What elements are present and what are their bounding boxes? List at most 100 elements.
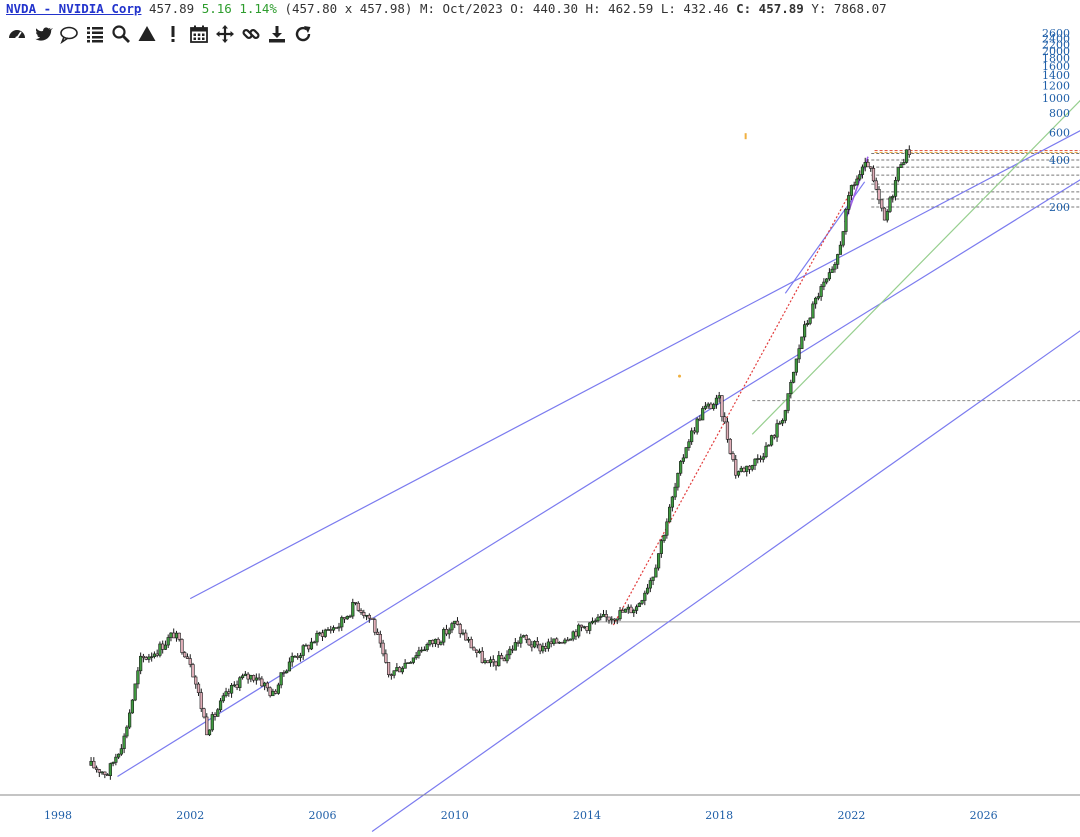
candle-up <box>128 712 132 728</box>
candle-up <box>659 540 663 554</box>
candle-up <box>139 655 143 672</box>
candle-up <box>119 748 123 755</box>
candle-down <box>398 667 402 673</box>
list-icon[interactable] <box>84 22 106 46</box>
candle-up <box>618 610 622 620</box>
candle-up <box>552 638 556 645</box>
candle-down <box>386 662 391 675</box>
candle-down <box>191 664 195 678</box>
candle-down <box>257 677 261 680</box>
candle-down <box>621 610 625 613</box>
candle-up <box>841 231 845 246</box>
candle-up <box>645 587 650 594</box>
download-icon[interactable] <box>266 22 288 46</box>
link-icon[interactable] <box>240 22 262 46</box>
candle-down <box>524 635 528 640</box>
x-tick-label: 1998 <box>44 809 72 822</box>
candle-up <box>505 654 509 662</box>
twitter-icon[interactable] <box>32 22 54 46</box>
candle-up <box>778 422 782 425</box>
candle-down <box>329 629 333 631</box>
candle-up <box>420 649 424 652</box>
candle-up <box>712 404 716 409</box>
candle-up <box>582 626 586 628</box>
candle-up <box>207 729 212 736</box>
candle-up <box>229 685 234 694</box>
candle-down <box>334 627 338 629</box>
candle-up <box>761 456 765 460</box>
candle-down <box>367 614 371 619</box>
candle-up <box>477 650 482 654</box>
candle-down <box>185 656 190 659</box>
candle-up <box>114 756 118 763</box>
candle-up <box>791 371 796 383</box>
move-icon[interactable] <box>214 22 236 46</box>
candle-up <box>533 641 537 648</box>
candle-up <box>224 691 228 697</box>
y-tick-label: 600 <box>1049 127 1070 140</box>
candle-up <box>811 303 815 319</box>
candle-down <box>375 631 380 635</box>
x-tick-label: 2014 <box>573 809 601 822</box>
candle-down <box>161 643 165 650</box>
candle-up <box>395 667 399 672</box>
candle-up <box>736 471 741 476</box>
candle-down <box>373 619 377 633</box>
candle-up <box>125 726 129 737</box>
candle-down <box>172 632 176 639</box>
candle-down <box>464 632 468 641</box>
symbol-link[interactable]: NVDA - NVIDIA Corp <box>6 1 142 16</box>
candle-up <box>714 397 719 405</box>
candle-up <box>425 644 429 651</box>
candle-up <box>838 244 843 255</box>
candle-up <box>392 670 396 676</box>
candle-up <box>780 420 785 424</box>
refresh-icon[interactable] <box>292 22 314 46</box>
candle-up <box>786 393 790 411</box>
triangle-icon[interactable] <box>136 22 158 46</box>
y-tick-label: 2000 <box>1042 45 1070 58</box>
y-tick-label: 2200 <box>1042 38 1070 51</box>
candle-down <box>389 674 393 676</box>
candle-up <box>626 606 630 610</box>
red-dashed-trend-line <box>612 159 869 626</box>
candle-down <box>469 639 473 649</box>
candle-up <box>814 297 818 305</box>
x-tick-label: 2002 <box>176 809 204 822</box>
candle-up <box>563 639 567 644</box>
price-change: 5.16 1.14% <box>201 1 277 16</box>
candle-up <box>577 624 581 637</box>
candle-up <box>610 618 614 621</box>
candle-up <box>461 632 465 635</box>
candle-up <box>111 762 115 764</box>
candle-up <box>750 465 754 470</box>
candle-up <box>439 641 443 645</box>
candle-up <box>519 636 523 644</box>
candle-up <box>797 348 801 360</box>
candle-up <box>279 672 283 686</box>
candle-up <box>775 423 779 438</box>
candle-down <box>734 459 738 476</box>
comment-icon[interactable] <box>58 22 80 46</box>
x-tick-label: 2006 <box>308 809 336 822</box>
candle-up <box>312 641 316 644</box>
candle-down <box>720 395 724 418</box>
dashboard-icon[interactable] <box>6 22 28 46</box>
candle-up <box>904 149 909 163</box>
exclamation-icon[interactable] <box>162 22 184 46</box>
marker-dash <box>744 133 747 140</box>
y-tick-label: 400 <box>1049 154 1070 167</box>
ticker-header: NVDA - NVIDIA Corp 457.89 5.16 1.14% (45… <box>6 0 887 18</box>
candle-down <box>252 675 256 681</box>
calendar-icon[interactable] <box>188 22 210 46</box>
candle-down <box>455 620 460 625</box>
candle-up <box>615 618 619 621</box>
candle-up <box>703 405 708 409</box>
candle-down <box>144 657 148 660</box>
candle-down <box>723 416 727 423</box>
candle-up <box>764 445 768 458</box>
close-label: C: <box>736 1 752 16</box>
search-icon[interactable] <box>110 22 132 46</box>
candle-up <box>218 700 223 711</box>
